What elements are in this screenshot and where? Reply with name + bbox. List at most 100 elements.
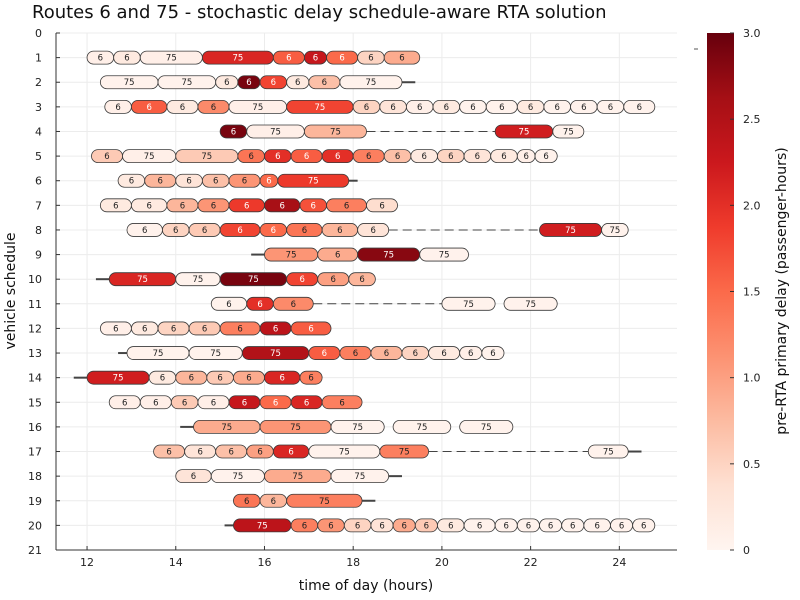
- schedule-row-10: 75 75 75 6 6 6: [95, 272, 376, 287]
- trip-route-label: 6: [355, 521, 360, 531]
- y-tick-label: 4: [35, 125, 42, 138]
- trip-route-label: 6: [242, 177, 247, 187]
- trip-route-label: 6: [399, 54, 404, 64]
- trip-route-label: 6: [217, 374, 222, 384]
- trip-route-label: 6: [359, 275, 364, 285]
- trip-route-label: 75: [290, 423, 301, 433]
- trip-route-label: 6: [104, 152, 109, 162]
- trip-route-label: 75: [113, 374, 124, 384]
- trip-route-label: 6: [146, 103, 151, 113]
- trip-route-label: 6: [271, 497, 276, 507]
- trip-route-label: 75: [330, 127, 341, 137]
- trip-bar: [272, 296, 314, 311]
- trip-route-label: 6: [299, 275, 304, 285]
- trip-route-label: 6: [370, 226, 375, 236]
- trip-route-label: 6: [244, 497, 249, 507]
- trip-route-label: 75: [609, 226, 620, 236]
- trip-route-label: 6: [244, 201, 249, 211]
- trip-route-label: 75: [181, 78, 192, 88]
- trip-route-label: 6: [548, 521, 553, 531]
- x-tick-label: 24: [612, 556, 626, 569]
- y-axis-title: vehicle schedule: [3, 232, 19, 349]
- schedule-row-14: 75 6 6 6 6 6 6: [73, 370, 323, 385]
- trip-route-label: 6: [248, 152, 253, 162]
- trip-route-label: 6: [113, 324, 118, 334]
- trip-route-label: 6: [328, 521, 333, 531]
- trip-route-label: 6: [213, 177, 218, 187]
- trip-bar: [623, 99, 656, 114]
- trip-route-label: 75: [383, 251, 394, 261]
- y-tick-label: 21: [28, 544, 42, 557]
- trip-route-label: 6: [421, 152, 426, 162]
- trip-route-label: 6: [368, 54, 373, 64]
- colorbar-tick-label: 3.0: [743, 27, 761, 40]
- trip-route-label: 6: [304, 152, 309, 162]
- y-tick-label: 14: [28, 372, 42, 385]
- trip-route-label: 6: [280, 374, 285, 384]
- trip-route-label: 6: [390, 103, 395, 113]
- trip-bar: [419, 247, 469, 262]
- y-tick-label: 1: [35, 52, 42, 65]
- plot-area: [56, 33, 677, 550]
- trip-route-label: 6: [441, 349, 446, 359]
- trip-route-label: 75: [270, 127, 281, 137]
- trip-route-label: 75: [286, 251, 297, 261]
- trip-route-label: 6: [490, 349, 495, 359]
- trip-route-label: 6: [417, 103, 422, 113]
- trip-route-label: 6: [273, 398, 278, 408]
- schedule-row-20: 75 6 6 6 6 6 6 6 6 6 6 6 6 6 6 6: [224, 518, 656, 533]
- trip-bar: [290, 321, 332, 336]
- trip-route-label: 6: [186, 177, 191, 187]
- trip-route-label: 6: [468, 349, 473, 359]
- trip-bar: [286, 493, 363, 508]
- y-tick-label: 9: [35, 249, 42, 262]
- x-tick-label: 20: [435, 556, 449, 569]
- trip-route-label: 6: [444, 103, 449, 113]
- trip-route-label: 6: [504, 521, 509, 531]
- schedule-row-16: 75 75 75 75 75: [180, 420, 514, 434]
- trip-route-label: 75: [366, 78, 377, 88]
- trip-route-label: 6: [211, 398, 216, 408]
- trip-route-label: 6: [180, 103, 185, 113]
- trip-route-label: 6: [322, 78, 327, 88]
- colorbar-ticks: 0 0.5 1.0 1.5 2.0 2.5 3.0: [730, 27, 761, 557]
- trip-route-label: 6: [273, 324, 278, 334]
- x-tick-label: 16: [257, 556, 271, 569]
- trip-route-label: 6: [526, 521, 531, 531]
- trip-route-label: 6: [115, 103, 120, 113]
- trip-route-label: 6: [424, 521, 429, 531]
- trip-bar: [330, 420, 385, 434]
- y-tick-label: 12: [28, 322, 42, 335]
- trip-bar: [348, 272, 376, 287]
- trip-route-label: 6: [166, 448, 171, 458]
- trip-route-label: 6: [477, 521, 482, 531]
- schedule-row-13: 75 75 75 6 6 6 6 6 6 6: [118, 346, 505, 360]
- trip-route-label: 75: [232, 472, 243, 482]
- colorbar: [707, 33, 734, 550]
- trip-route-label: 75: [339, 448, 350, 458]
- trip-bar: [330, 469, 390, 484]
- trip-route-label: 75: [210, 349, 221, 359]
- trip-bar: [481, 346, 505, 360]
- trip-route-label: 6: [228, 448, 233, 458]
- trip-route-label: 6: [637, 103, 642, 113]
- schedule-bars: 6 6 75 75 6 6 6 6 675 75 6 6 6 6 6 756 6 6 6 75 75 6 6 6 6 6 6 6 6 6 6…: [73, 50, 656, 533]
- trip-route-label: 75: [354, 472, 365, 482]
- trip-route-label: 6: [171, 324, 176, 334]
- trip-route-label: 6: [581, 103, 586, 113]
- schedule-row-7: 6 6 6 6 6 6 6 6 6: [99, 198, 398, 213]
- trip-route-label: 6: [211, 103, 216, 113]
- trip-bar: [441, 296, 496, 311]
- trip-route-label: 6: [124, 54, 129, 64]
- trip-bar: [339, 75, 403, 90]
- trip-route-label: 6: [335, 251, 340, 261]
- trip-route-label: 6: [246, 374, 251, 384]
- trip-bar: [303, 124, 367, 139]
- schedule-row-4: 6 75 75 75 75: [219, 124, 585, 139]
- trip-route-label: 6: [313, 54, 318, 64]
- trip-route-label: 6: [641, 521, 646, 531]
- trip-route-label: 6: [271, 78, 276, 88]
- trip-route-label: 6: [231, 127, 236, 137]
- trip-route-label: 6: [129, 177, 134, 187]
- schedule-row-18: 6 75 75 75: [175, 469, 402, 484]
